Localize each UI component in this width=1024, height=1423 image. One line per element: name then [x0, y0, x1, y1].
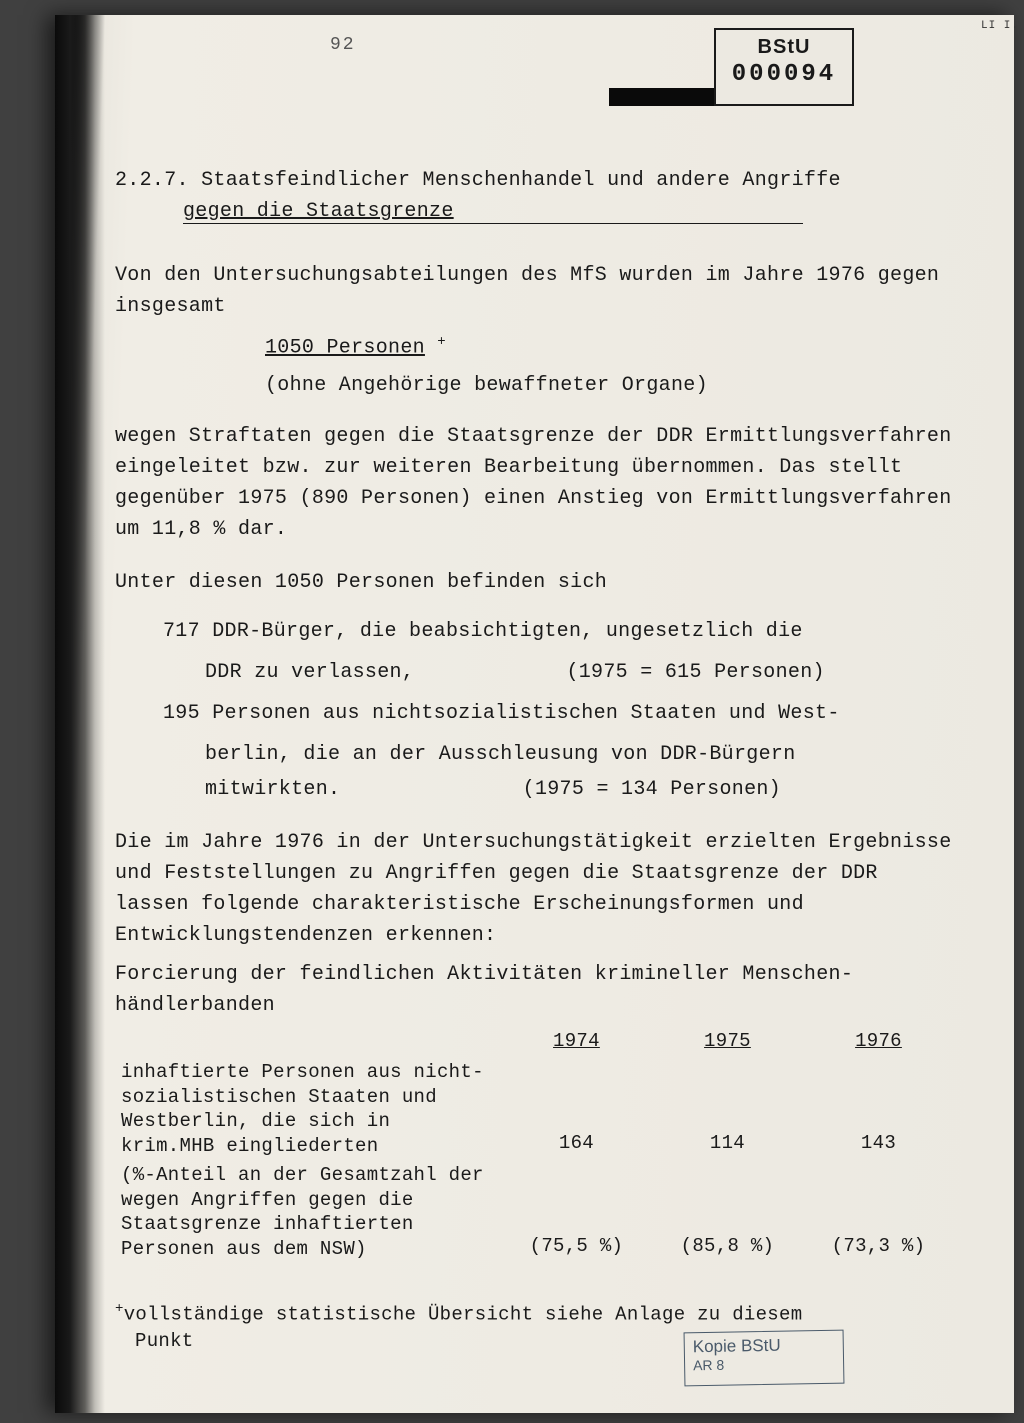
stamp-number: 000094 — [716, 61, 852, 88]
row1-v2: 114 — [652, 1058, 803, 1161]
list-item-1-num: 717 — [163, 620, 200, 643]
copy-stamp-line2: AR 8 — [693, 1355, 835, 1373]
list-item-2-text: Personen aus nichtsozialistischen Staate… — [212, 702, 839, 725]
row2-v2: (85,8 %) — [652, 1161, 803, 1264]
subheading: Forcierung der feindlichen Aktivitäten k… — [115, 959, 954, 1021]
row2-v3: (73,3 %) — [803, 1161, 954, 1264]
page-number: 92 — [330, 35, 356, 55]
table-row-2: (%-Anteil an der Gesamtzahl der wegen An… — [115, 1161, 954, 1264]
archive-stamp: BStU 000094 — [714, 28, 854, 106]
row1-label: inhaftierte Personen aus nicht­sozialist… — [115, 1058, 501, 1161]
list-item-1-compare: (1975 = 615 Personen) — [566, 657, 824, 688]
section-title-line1: Staatsfeindlicher Menschenhandel und and… — [201, 169, 841, 192]
list-item-2-cont2: mitwirkten. (1975 = 134 Personen) — [205, 774, 954, 805]
list-item-2-num: 195 — [163, 702, 200, 725]
table-year-header: 1974 1975 1976 — [115, 1025, 954, 1058]
paragraph-4: Die im Jahre 1976 in der Untersuchungstä… — [115, 827, 954, 951]
edge-annotation: LI I. — [981, 20, 1019, 32]
section-title-line2: gegen die Staatsgrenze — [183, 196, 454, 227]
list-item-1: 717 DDR-Bürger, die beabsichtigten, unge… — [163, 616, 954, 647]
persons-note: (ohne Angehörige bewaffneter Organe) — [265, 370, 954, 401]
persons-count-line: 1050 Personen + — [265, 332, 954, 364]
paragraph-3: Unter diesen 1050 Personen befinden sich — [115, 567, 954, 598]
footnote-marker: + — [437, 334, 446, 350]
footnote-mark: + — [115, 1301, 124, 1317]
data-table: 1974 1975 1976 inhaftierte Personen aus … — [115, 1025, 954, 1264]
year-1975: 1975 — [652, 1025, 803, 1058]
list-item-1-cont-text: DDR zu verlassen, — [205, 661, 414, 684]
footnote-text: vollständige statistische Übersicht sieh… — [124, 1303, 803, 1325]
binding-shadow — [55, 15, 105, 1413]
copy-stamp-line1: Kopie BStU — [693, 1335, 835, 1357]
list-item-1-cont: DDR zu verlassen, (1975 = 615 Personen) — [205, 657, 954, 688]
table-row-1: inhaftierte Personen aus nicht­sozialist… — [115, 1058, 954, 1161]
list-block: 717 DDR-Bürger, die beabsichtigten, unge… — [115, 616, 954, 805]
section-heading: 2.2.7. Staatsfeindlicher Menschenhandel … — [115, 165, 954, 224]
persons-count: 1050 Personen — [265, 337, 425, 360]
list-item-2-cont: berlin, die an der Ausschleusung von DDR… — [205, 739, 954, 770]
year-1976: 1976 — [803, 1025, 954, 1058]
row2-label: (%-Anteil an der Gesamtzahl der wegen An… — [115, 1161, 501, 1264]
paragraph-1: Von den Untersuchungsabteilungen des MfS… — [115, 260, 954, 322]
row2-v1: (75,5 %) — [501, 1161, 652, 1264]
list-item-2-cont2-text: mitwirkten. — [205, 778, 340, 801]
stamp-label: BStU — [716, 36, 852, 59]
row1-v3: 143 — [803, 1058, 954, 1161]
row1-v1: 164 — [501, 1058, 652, 1161]
document-content: 2.2.7. Staatsfeindlicher Menschenhandel … — [115, 165, 954, 1354]
year-1974: 1974 — [501, 1025, 652, 1058]
list-item-2: 195 Personen aus nichtsozialistischen St… — [163, 698, 954, 729]
section-number: 2.2.7. — [115, 169, 189, 192]
paragraph-2: wegen Straftaten gegen die Staatsgrenze … — [115, 421, 954, 545]
list-item-1-text: DDR-Bürger, die beabsichtigten, ungesetz… — [212, 620, 803, 643]
list-item-2-compare: (1975 = 134 Personen) — [523, 774, 781, 805]
copy-stamp: Kopie BStU AR 8 — [684, 1330, 845, 1387]
